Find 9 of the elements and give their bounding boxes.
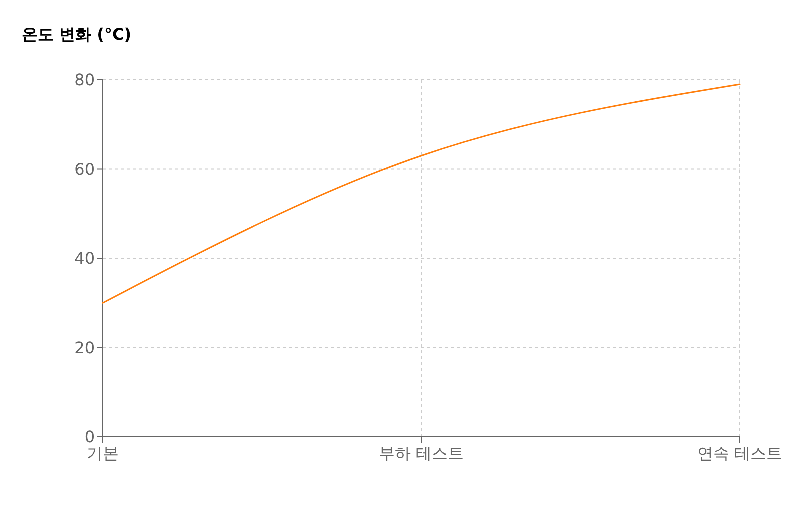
y-tick-label: 20 [74, 338, 95, 358]
x-tick-label: 부하 테스트 [378, 444, 464, 463]
y-tick-label: 40 [74, 249, 95, 268]
y-tick-label: 60 [74, 160, 95, 179]
x-tick-label: 연속 테스트 [697, 444, 783, 463]
y-tick-label: 0 [84, 428, 95, 447]
chart-title: 온도 변화 (°C) [22, 25, 132, 44]
y-tick-label: 80 [74, 70, 95, 90]
x-tick-label: 기본 [87, 444, 119, 463]
